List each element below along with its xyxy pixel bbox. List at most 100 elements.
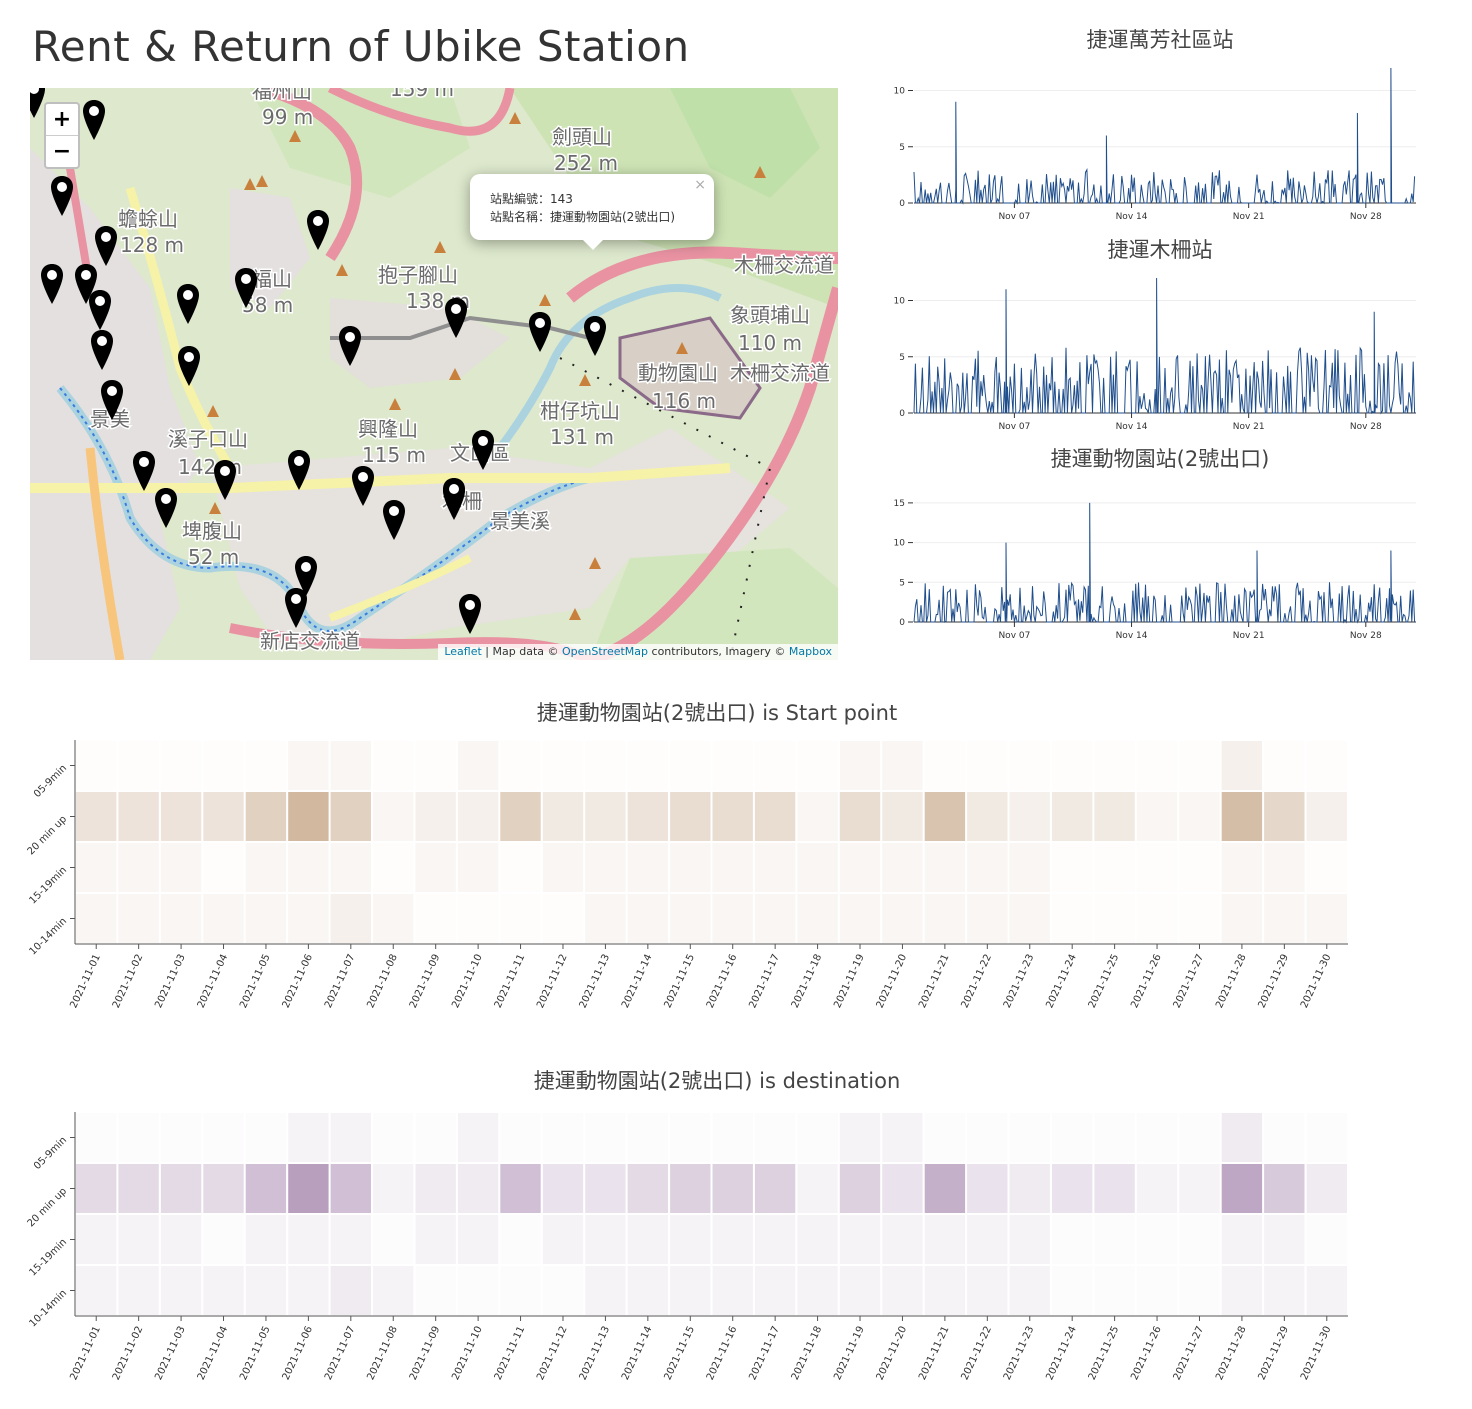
leaflet-link[interactable]: Leaflet <box>444 645 482 658</box>
station-marker-icon[interactable] <box>529 312 551 352</box>
heatmap-cell <box>457 1215 499 1264</box>
station-marker-icon[interactable] <box>95 226 117 266</box>
x-tick-label: 2021-11-09 <box>408 953 443 1010</box>
station-marker-icon[interactable] <box>89 290 111 330</box>
station-marker-icon[interactable] <box>51 176 73 216</box>
station-marker-icon[interactable] <box>91 330 113 370</box>
heatmap-cell <box>924 843 966 892</box>
station-marker-icon[interactable] <box>584 316 606 356</box>
heatmap-cell <box>924 792 966 841</box>
x-tick-label: 2021-11-06 <box>281 1325 316 1382</box>
heatmap-cell <box>670 1215 711 1264</box>
heatmap-cell <box>160 843 202 892</box>
timeseries-chart-3: 0 5 10 15 Nov 07 Nov 14 Nov 21 Nov 28 <box>894 499 1416 641</box>
heatmap-cell <box>118 1164 159 1213</box>
heatmap-cell <box>1094 1164 1135 1213</box>
station-marker-icon[interactable] <box>30 88 45 118</box>
heatmap-cell <box>416 1266 456 1315</box>
map-label: 象頭埔山 <box>730 303 810 327</box>
x-tick-label: 2021-11-29 <box>1257 953 1292 1010</box>
x-tick-label: 2021-11-03 <box>153 953 188 1010</box>
heatmap-cell <box>500 741 540 790</box>
station-marker-icon[interactable] <box>295 556 317 596</box>
y-tick-label: 20 min up <box>26 1186 70 1230</box>
heatmap-cell <box>245 1215 287 1264</box>
station-marker-icon[interactable] <box>443 478 465 518</box>
y-tick-label: 5 <box>899 143 905 153</box>
heatmap-cell <box>288 1266 329 1315</box>
station-marker-icon[interactable] <box>445 298 467 338</box>
heatmap-cell <box>967 894 1008 943</box>
x-tick-label: 2021-11-19 <box>832 1325 867 1382</box>
x-tick-label: Nov 07 <box>998 422 1030 432</box>
zoom-out-button[interactable]: − <box>46 135 78 167</box>
heatmap-cell <box>373 1113 413 1162</box>
osm-link[interactable]: OpenStreetMap <box>562 645 649 658</box>
heatmap-cell <box>882 792 923 841</box>
heatmap-cell <box>330 843 371 892</box>
heatmap-cell <box>245 792 287 841</box>
heatmap-cell <box>882 1266 923 1315</box>
heatmap-cell <box>1009 1215 1050 1264</box>
y-tick-label: 10 <box>894 87 906 97</box>
x-tick-label: 2021-11-15 <box>662 1325 697 1382</box>
heatmap-cell <box>1264 792 1305 841</box>
x-tick-label: 2021-11-08 <box>365 953 400 1010</box>
station-marker-icon[interactable] <box>472 430 494 470</box>
station-marker-icon[interactable] <box>75 264 97 304</box>
x-tick-label: 2021-11-22 <box>960 1325 995 1382</box>
heatmap-cell <box>1179 1266 1219 1315</box>
station-marker-icon[interactable] <box>288 450 310 490</box>
station-marker-icon[interactable] <box>235 268 257 308</box>
heatmap-cell <box>415 1215 456 1264</box>
heatmap-cell <box>967 1164 1008 1213</box>
map-attribution: Leaflet | Map data © OpenStreetMap contr… <box>438 644 838 660</box>
x-tick-label: 2021-11-21 <box>917 953 952 1010</box>
x-tick-label: 2021-11-20 <box>875 1325 910 1382</box>
series-line <box>913 67 1416 205</box>
popup-close-button[interactable]: × <box>694 177 706 193</box>
heatmap-cell <box>373 1164 414 1213</box>
station-marker-icon[interactable] <box>459 594 481 634</box>
x-tick-label: 2021-11-23 <box>1002 1325 1037 1382</box>
heatmap-cell <box>585 1266 626 1315</box>
heatmap-cell <box>203 1215 243 1264</box>
station-marker-icon[interactable] <box>285 588 307 628</box>
station-map[interactable]: 福州山 99 m 159 m 劍頭山 252 m 蟾蜍山 128 m 福山 58 m 抱子腳山 13… <box>30 88 838 660</box>
x-tick-label: Nov 21 <box>1233 631 1265 641</box>
station-marker-icon[interactable] <box>101 380 123 420</box>
station-marker-icon[interactable] <box>155 488 177 528</box>
y-tick-label: 05-9min <box>32 763 69 800</box>
station-marker-icon[interactable] <box>383 500 405 540</box>
x-tick-label: 2021-11-14 <box>620 953 655 1010</box>
heatmap-cell <box>585 894 626 943</box>
station-marker-icon[interactable] <box>352 466 374 506</box>
station-marker-icon[interactable] <box>41 264 63 304</box>
y-tick-label: 5 <box>899 353 905 363</box>
page-title: Rent & Return of Ubike Station <box>32 22 690 71</box>
y-tick-label: 05-9min <box>32 1135 69 1172</box>
station-marker-icon[interactable] <box>133 451 155 491</box>
heatmap-cell <box>839 1164 881 1213</box>
station-marker-icon[interactable] <box>339 326 361 366</box>
heatmap-cell <box>1264 894 1305 943</box>
station-marker-icon[interactable] <box>83 100 105 140</box>
station-popup: × 站點編號：143 站點名稱：捷運動物園站(2號出口) <box>470 174 714 250</box>
heatmap-cell <box>288 843 329 892</box>
mapbox-link[interactable]: Mapbox <box>788 645 832 658</box>
heatmap-cell <box>118 1215 159 1264</box>
heatmap-cell <box>1307 843 1347 892</box>
heatmap-cell <box>1221 1266 1263 1315</box>
station-marker-icon[interactable] <box>177 284 199 324</box>
zoom-in-button[interactable]: + <box>52 107 72 132</box>
station-marker-icon[interactable] <box>214 460 236 500</box>
heatmap-start-title: 捷運動物園站(2號出口) is Start point <box>536 701 898 725</box>
heatmap-cell <box>118 741 158 790</box>
heatmap-cell <box>457 792 499 841</box>
station-marker-icon[interactable] <box>178 346 200 386</box>
heatmap-cell <box>839 741 881 790</box>
heatmap-cell <box>1094 843 1134 892</box>
station-marker-icon[interactable] <box>307 210 329 250</box>
heatmap-cell <box>330 792 371 841</box>
x-tick-label: 2021-11-27 <box>1172 953 1207 1010</box>
